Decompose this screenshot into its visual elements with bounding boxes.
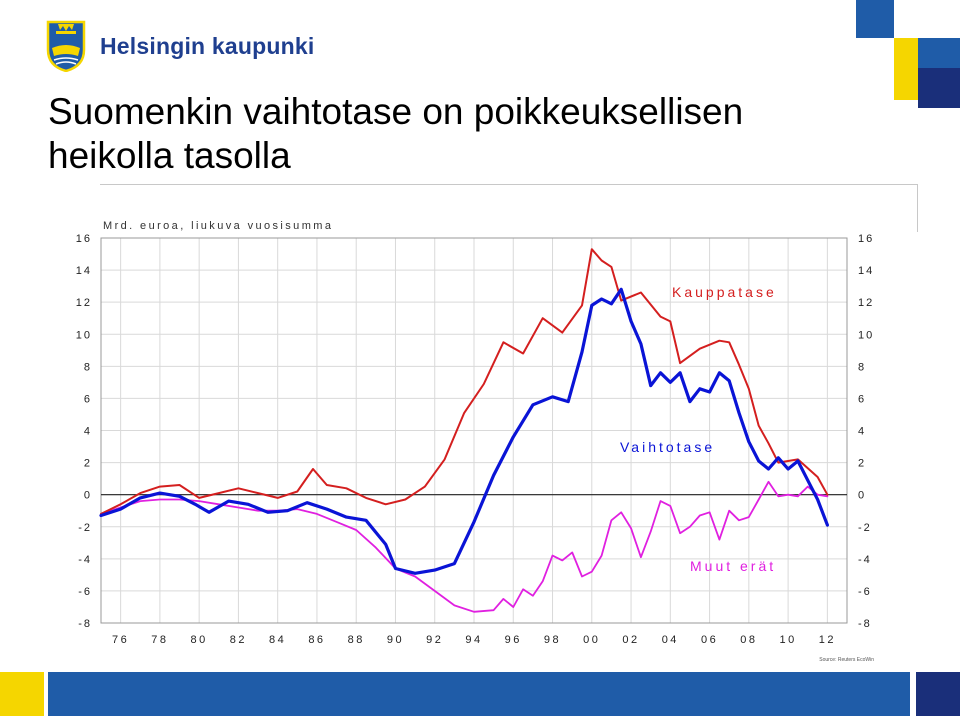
x-tick-label: 86: [308, 634, 325, 646]
y-tick-label: 4: [84, 426, 92, 438]
bottom-dark-block: [916, 672, 960, 716]
y-tick-label: 12: [76, 297, 92, 309]
bottom-brand-bar: [48, 672, 910, 716]
y-tick-label: -8: [78, 618, 92, 630]
y-tick-label: 6: [84, 393, 92, 405]
series-line-muut-er-t: [100, 480, 829, 613]
y-tick-label: 6: [858, 393, 866, 405]
helsinki-crest-icon: [46, 20, 86, 72]
y-tick-label: 12: [858, 297, 874, 309]
x-tick-label: 02: [622, 634, 639, 646]
frame-line-top: [100, 184, 918, 185]
x-tick-label: 82: [230, 634, 247, 646]
x-tick-label: 04: [662, 634, 679, 646]
deco-square: [918, 38, 960, 68]
x-tick-label: 06: [701, 634, 718, 646]
y-tick-label: -6: [78, 586, 92, 598]
y-tick-labels-left: 16 14 12 10 8 6 4 2 0 -2 -4 -6 -8: [76, 233, 92, 630]
x-tick-label: 76: [112, 634, 129, 646]
x-tick-label: 08: [740, 634, 757, 646]
x-tick-label: 88: [348, 634, 365, 646]
x-tick-label: 80: [191, 634, 208, 646]
x-tick-label: 10: [779, 634, 796, 646]
y-tick-label: 14: [76, 265, 92, 277]
y-tick-label: 4: [858, 426, 866, 438]
y-tick-label: 0: [84, 490, 92, 502]
source-note: Source: Reuters EcoWin: [819, 657, 874, 663]
y-tick-label: -2: [78, 522, 92, 534]
series-line-kauppatase: [100, 248, 829, 515]
y-tick-label: 10: [76, 329, 92, 341]
series-label-muut-erat: Muut erät: [690, 558, 776, 574]
y-tick-label: -6: [858, 586, 872, 598]
deco-square: [894, 38, 918, 100]
slide-title: Suomenkin vaihtotase on poikkeuksellisen…: [48, 90, 808, 178]
y-tick-label: -2: [858, 522, 872, 534]
y-tick-label: -4: [858, 554, 872, 566]
x-tick-label: 94: [465, 634, 482, 646]
series-line-vaihtotase: [99, 287, 829, 575]
frame-line-right: [917, 184, 918, 232]
y-tick-label: 10: [858, 329, 874, 341]
deco-square: [856, 0, 894, 38]
x-tick-label: 90: [387, 634, 404, 646]
y-tick-labels-right: 16 14 12 10 8 6 4 2 0 -2 -4 -6 -8: [858, 233, 874, 630]
y-tick-label: 2: [858, 458, 866, 470]
x-tick-label: 92: [426, 634, 443, 646]
y-tick-label: 2: [84, 458, 92, 470]
series-label-vaihtotase: Vaihtotase: [620, 439, 715, 455]
x-tick-labels: 76 78 80 82 84 86 88 90 92 94 96 98 00 02 04 06 08 10 12: [112, 634, 836, 646]
unit-label: Mrd. euroa, liukuva vuosisumma: [103, 220, 333, 232]
x-tick-label: 84: [269, 634, 286, 646]
y-tick-label: -8: [858, 618, 872, 630]
plot-border: [100, 237, 848, 624]
x-tick-label: 96: [505, 634, 522, 646]
y-tick-label: 8: [84, 361, 92, 373]
bottom-yellow-block: [0, 672, 44, 716]
y-tick-label: 16: [858, 233, 874, 245]
y-tick-label: 8: [858, 361, 866, 373]
y-tick-label: 16: [76, 233, 92, 245]
series-label-kauppatase: Kauppatase: [672, 284, 777, 300]
title-line-2: heikolla tasolla: [48, 135, 291, 176]
logo-text: Helsingin kaupunki: [100, 33, 315, 59]
y-tick-label: 0: [858, 490, 866, 502]
x-tick-label: 78: [151, 634, 168, 646]
x-tick-label: 12: [819, 634, 836, 646]
deco-square: [918, 68, 960, 108]
series-lines: [99, 248, 829, 613]
x-tick-label: 00: [583, 634, 600, 646]
x-tick-label: 98: [544, 634, 561, 646]
title-line-1: Suomenkin vaihtotase on poikkeuksellisen: [48, 91, 744, 132]
y-tick-label: 14: [858, 265, 874, 277]
y-tick-label: -4: [78, 554, 92, 566]
